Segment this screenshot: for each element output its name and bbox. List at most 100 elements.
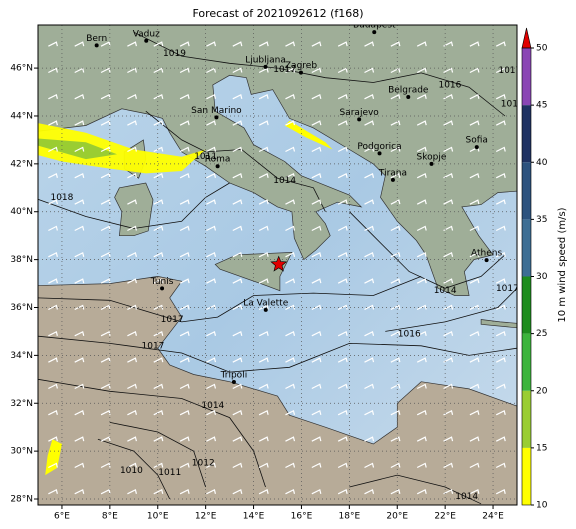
- wind-barb: [179, 383, 190, 390]
- land: [38, 25, 517, 296]
- city-label: Tripoli: [220, 370, 248, 380]
- wind-barb: [232, 436, 243, 442]
- isobar-label: 1017: [273, 65, 296, 75]
- wind-barb: [127, 225, 137, 232]
- wind-barb: [179, 304, 190, 311]
- wind-barb: [206, 251, 217, 258]
- city-dot: [390, 177, 395, 182]
- wind-barb: [258, 330, 269, 337]
- wind-barb: [443, 409, 454, 416]
- wind-barb: [74, 146, 85, 153]
- wind-barb: [48, 93, 58, 100]
- wind-barb: [311, 462, 322, 469]
- wind-barb: [153, 436, 164, 442]
- wind-barb: [100, 383, 111, 390]
- isobar: [133, 31, 506, 117]
- wind-barb: [285, 251, 296, 258]
- wind-barb: [469, 199, 480, 205]
- wind-barb: [153, 93, 164, 100]
- wind-barb: [127, 278, 137, 284]
- wind-barb: [285, 330, 296, 337]
- wind-barb: [127, 330, 137, 337]
- wind-barb: [232, 93, 243, 100]
- y-tick-label: 28°N: [10, 495, 33, 505]
- wind-barb: [495, 436, 506, 442]
- wind-barb: [127, 172, 137, 179]
- wind-barb: [364, 146, 375, 153]
- wind-barb: [311, 278, 322, 284]
- wind-barb: [495, 409, 506, 416]
- wind-barb: [258, 304, 269, 311]
- wind-barb: [153, 199, 164, 205]
- wind-barb: [416, 199, 427, 205]
- wind-barb: [232, 67, 243, 74]
- isobar-label: 1011: [158, 468, 181, 478]
- colorbar-tick-label: 50: [536, 44, 548, 54]
- wind-barb: [390, 41, 401, 47]
- colorbar-tick-label: 25: [536, 329, 547, 339]
- wind-barb: [48, 436, 58, 442]
- wind-barb: [100, 357, 111, 363]
- wind-barb: [258, 278, 269, 284]
- colorbar: 10 15 20 25 30 35 40 45 50: [521, 27, 548, 511]
- wind-barb: [206, 172, 217, 179]
- colorbar-tick-label: 20: [536, 386, 548, 396]
- isobar-label: 1014: [201, 401, 224, 411]
- wind-barb: [337, 172, 348, 179]
- wind-barb: [285, 199, 296, 205]
- wind-area: [284, 120, 333, 150]
- y-tick-label: 32°N: [10, 399, 33, 409]
- wind-barb: [74, 120, 85, 126]
- x-tick-label: 20°E: [386, 512, 408, 522]
- wind-barb: [443, 67, 454, 74]
- isobar-label: 1017: [142, 341, 165, 351]
- wind-barb: [206, 67, 217, 74]
- city-label: Roma: [205, 155, 231, 165]
- city-label: Athens: [471, 249, 502, 259]
- wind-barb: [416, 304, 427, 311]
- wind-barb: [416, 383, 427, 390]
- wind-barb: [48, 409, 58, 416]
- wind-barb: [311, 357, 322, 363]
- wind-barb: [390, 409, 401, 416]
- y-tick-label: 44°N: [10, 111, 33, 121]
- x-tick-label: 8°E: [102, 512, 118, 522]
- wind-barb: [206, 357, 217, 363]
- wind-barb: [153, 251, 164, 258]
- isobar: [38, 378, 266, 488]
- map-layer: 1019 1017 1016 1018 1017 1011 1014 1018 1017 1017…: [38, 25, 524, 505]
- wind-barb: [337, 41, 348, 47]
- wind-barb: [206, 330, 217, 337]
- wind-barb: [232, 278, 243, 284]
- wind-barb: [337, 199, 348, 205]
- wind-barb: [179, 93, 190, 100]
- wind-barb: [337, 383, 348, 390]
- city-dot: [215, 164, 220, 169]
- wind-barb: [337, 93, 348, 100]
- wind-barb: [127, 199, 137, 205]
- wind-barb: [495, 278, 506, 284]
- wind-barb: [364, 330, 375, 337]
- wind-barb: [127, 304, 137, 311]
- wind-barb: [364, 488, 375, 495]
- wind-barb: [206, 41, 217, 47]
- location-marker: [270, 255, 288, 272]
- x-tick-label: 22°E: [434, 512, 456, 522]
- wind-barb: [48, 304, 58, 311]
- wind-barb: [258, 409, 269, 416]
- wind-barb: [232, 488, 243, 495]
- wind-barb: [127, 462, 137, 469]
- wind-barb: [390, 330, 401, 337]
- wind-barb: [337, 304, 348, 311]
- wind-barb: [495, 199, 506, 205]
- isobar-label: 1018: [501, 100, 524, 110]
- wind-barb: [100, 251, 111, 258]
- wind-barb: [258, 93, 269, 100]
- wind-barb: [495, 488, 506, 495]
- wind-barb: [179, 41, 190, 47]
- wind-barb: [311, 488, 322, 495]
- wind-barb: [337, 330, 348, 337]
- y-tick-label: 36°N: [10, 303, 33, 313]
- wind-barb: [285, 67, 296, 74]
- wind-barb: [495, 172, 506, 179]
